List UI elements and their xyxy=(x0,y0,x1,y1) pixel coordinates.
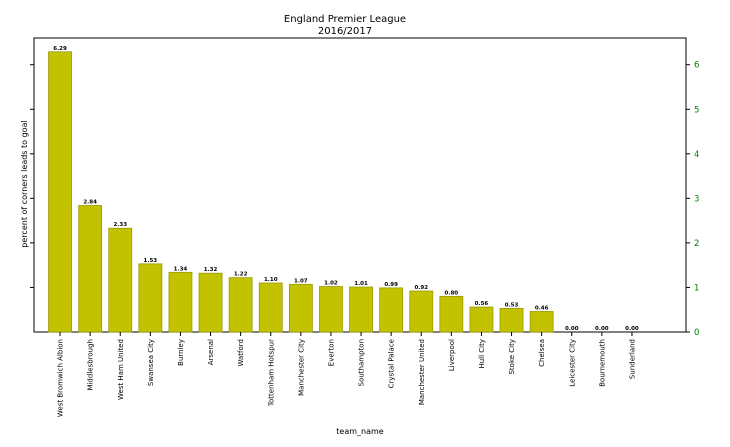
bar xyxy=(319,286,343,333)
right-axis-tick-label: 2 xyxy=(694,239,699,249)
bars xyxy=(48,51,554,333)
bar-value-label: 0.46 xyxy=(535,306,549,312)
category-label: West Ham United xyxy=(117,339,125,400)
category-label: Leicester City xyxy=(568,339,576,387)
right-axis-tick-label: 0 xyxy=(694,328,699,338)
category-label: Liverpool xyxy=(448,339,456,371)
left-axis-ticks xyxy=(30,64,34,288)
chart-title: England Premier League xyxy=(284,14,406,25)
bar xyxy=(138,263,163,333)
data-labels: 6.29 2.84 2.33 1.53 1.34 1.32 1.22 1.10 1.07 1.02… xyxy=(53,46,639,332)
bar-value-label: 1.07 xyxy=(294,278,308,284)
bar xyxy=(349,286,373,333)
category-label: Manchester United xyxy=(418,339,426,405)
category-label: Swansea City xyxy=(147,339,155,386)
right-axis-tick-label: 5 xyxy=(694,105,699,115)
bar-value-label: 0.00 xyxy=(595,326,609,332)
bar-value-label: 1.34 xyxy=(174,266,188,272)
right-axis-tick-label: 1 xyxy=(694,283,699,293)
category-label: Arsenal xyxy=(207,339,215,365)
y-axis-label: percent of corners leads to goal xyxy=(20,120,29,247)
bar-value-label: 1.32 xyxy=(204,267,218,273)
bar-value-label: 0.80 xyxy=(445,290,459,296)
bar xyxy=(228,277,253,333)
category-label: Stoke City xyxy=(508,339,516,375)
category-label: Sunderland xyxy=(628,339,636,379)
bar-value-label: 1.53 xyxy=(144,258,158,264)
chart-subtitle: 2016/2017 xyxy=(318,26,372,37)
right-axis-tick-label: 4 xyxy=(694,150,699,160)
x-axis-label: team_name xyxy=(336,427,384,436)
bar-value-label: 1.02 xyxy=(324,281,338,287)
right-axis: 0 1 2 3 4 5 6 xyxy=(686,61,699,338)
bar xyxy=(168,271,193,333)
bar-value-label: 0.00 xyxy=(565,326,579,332)
bar xyxy=(108,227,133,333)
bar-value-label: 2.33 xyxy=(113,222,127,228)
bar xyxy=(499,307,524,333)
bar-value-label: 0.92 xyxy=(414,285,428,291)
bar xyxy=(48,51,72,333)
bar xyxy=(439,295,464,333)
category-label: West Bromwich Albion xyxy=(57,339,65,417)
category-label: Crystal Palace xyxy=(388,339,396,388)
right-axis-tick-label: 6 xyxy=(694,61,699,71)
bar-value-label: 1.22 xyxy=(234,272,248,278)
category-labels: West Bromwich Albion Middlesbrough West Ha… xyxy=(57,332,636,417)
category-label: Watford xyxy=(237,339,245,366)
bar xyxy=(288,283,313,333)
category-label: Manchester City xyxy=(297,339,305,396)
bar xyxy=(379,287,404,333)
category-label: Bournemouth xyxy=(598,339,606,387)
bar-value-label: 6.29 xyxy=(53,46,67,52)
bar xyxy=(198,272,223,333)
bar xyxy=(469,306,494,333)
bar-value-label: 2.84 xyxy=(83,199,97,205)
bar xyxy=(409,290,434,333)
bar xyxy=(258,282,283,333)
bar-value-label: 0.00 xyxy=(625,326,639,332)
category-label: Tottenham Hotspur xyxy=(267,339,275,407)
bar-value-label: 1.10 xyxy=(264,277,278,283)
bar-value-label: 1.01 xyxy=(354,281,368,287)
category-label: Southampton xyxy=(358,339,366,386)
bar xyxy=(529,311,554,333)
category-label: Burnley xyxy=(177,339,185,366)
bar-value-label: 0.99 xyxy=(384,282,398,288)
category-label: Middlesbrough xyxy=(87,339,95,391)
bar-value-label: 0.53 xyxy=(505,302,519,308)
bar xyxy=(78,205,103,333)
bar-value-label: 0.56 xyxy=(475,301,489,307)
category-label: Everton xyxy=(327,339,335,366)
category-label: Hull City xyxy=(478,339,486,369)
category-label: Chelsea xyxy=(538,339,546,367)
right-axis-tick-label: 3 xyxy=(694,194,699,204)
